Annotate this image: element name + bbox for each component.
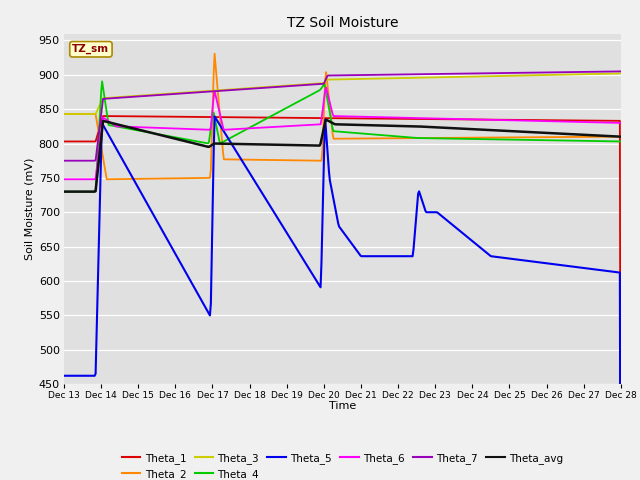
Line: Theta_5: Theta_5 bbox=[64, 117, 621, 480]
Theta_7 bbox=[60, 158, 68, 164]
Theta_7 bbox=[479, 71, 487, 76]
Theta_5 bbox=[159, 228, 166, 234]
Text: TZ_sm: TZ_sm bbox=[72, 44, 109, 54]
Theta_5 bbox=[204, 308, 211, 313]
Theta_2 bbox=[617, 134, 625, 140]
Theta_4 bbox=[480, 136, 488, 142]
Theta_1 bbox=[60, 139, 68, 144]
Theta_2 bbox=[60, 111, 68, 117]
Theta_6 bbox=[204, 127, 211, 132]
Theta_7 bbox=[617, 69, 625, 74]
Theta_4 bbox=[433, 135, 440, 141]
Theta_avg bbox=[480, 127, 488, 132]
Theta_3 bbox=[60, 111, 68, 117]
Theta_5 bbox=[433, 209, 440, 215]
Theta_2 bbox=[390, 135, 398, 141]
Theta_1 bbox=[204, 114, 212, 120]
Theta_3 bbox=[159, 91, 166, 97]
Theta_4 bbox=[159, 132, 167, 138]
Theta_4 bbox=[60, 189, 68, 194]
Line: Theta_2: Theta_2 bbox=[64, 54, 621, 179]
Line: Theta_1: Theta_1 bbox=[64, 116, 621, 480]
Theta_1 bbox=[313, 115, 321, 121]
Theta_5 bbox=[480, 248, 488, 253]
Theta_1 bbox=[159, 114, 167, 120]
Title: TZ Soil Moisture: TZ Soil Moisture bbox=[287, 16, 398, 30]
X-axis label: Time: Time bbox=[329, 401, 356, 411]
Theta_4 bbox=[313, 89, 321, 95]
Theta_5 bbox=[60, 373, 68, 379]
Legend: Theta_1, Theta_2, Theta_3, Theta_4, Theta_5, Theta_6, Theta_7, Theta_avg: Theta_1, Theta_2, Theta_3, Theta_4, Thet… bbox=[118, 449, 567, 480]
Theta_1 bbox=[99, 113, 107, 119]
Theta_6 bbox=[159, 125, 166, 131]
Theta_6 bbox=[312, 122, 320, 128]
Y-axis label: Soil Moisture (mV): Soil Moisture (mV) bbox=[24, 157, 35, 260]
Theta_2 bbox=[159, 176, 167, 181]
Line: Theta_4: Theta_4 bbox=[64, 81, 621, 192]
Theta_2 bbox=[103, 176, 111, 182]
Theta_3 bbox=[432, 74, 440, 80]
Theta_2 bbox=[481, 135, 489, 141]
Theta_avg bbox=[617, 134, 625, 140]
Theta_1 bbox=[389, 116, 397, 121]
Line: Theta_6: Theta_6 bbox=[64, 87, 621, 179]
Theta_3 bbox=[204, 88, 211, 94]
Theta_6 bbox=[389, 115, 397, 120]
Theta_6 bbox=[433, 116, 440, 121]
Theta_avg bbox=[204, 144, 211, 149]
Line: Theta_avg: Theta_avg bbox=[64, 120, 621, 192]
Theta_1 bbox=[433, 116, 440, 122]
Theta_avg bbox=[323, 117, 330, 122]
Theta_5 bbox=[389, 253, 397, 259]
Theta_3 bbox=[617, 71, 625, 76]
Theta_6 bbox=[60, 176, 68, 182]
Theta_5 bbox=[211, 114, 218, 120]
Theta_2 bbox=[314, 158, 322, 164]
Line: Theta_3: Theta_3 bbox=[64, 73, 621, 114]
Theta_4 bbox=[389, 133, 397, 139]
Theta_4 bbox=[617, 139, 625, 144]
Theta_3 bbox=[312, 81, 320, 86]
Theta_3 bbox=[388, 75, 396, 81]
Theta_avg bbox=[159, 132, 166, 138]
Theta_2 bbox=[434, 135, 442, 141]
Theta_1 bbox=[480, 117, 488, 122]
Theta_avg bbox=[389, 123, 397, 129]
Theta_avg bbox=[312, 143, 320, 148]
Theta_2 bbox=[211, 51, 218, 57]
Theta_7 bbox=[432, 71, 440, 77]
Theta_avg bbox=[60, 189, 68, 194]
Theta_avg bbox=[433, 124, 440, 130]
Theta_4 bbox=[99, 78, 106, 84]
Theta_7 bbox=[312, 82, 320, 87]
Theta_7 bbox=[204, 89, 211, 95]
Line: Theta_7: Theta_7 bbox=[64, 72, 621, 161]
Theta_6 bbox=[323, 84, 330, 90]
Theta_2 bbox=[204, 175, 212, 181]
Theta_6 bbox=[617, 120, 625, 126]
Theta_7 bbox=[388, 72, 396, 77]
Theta_3 bbox=[479, 73, 487, 79]
Theta_4 bbox=[204, 141, 212, 146]
Theta_7 bbox=[159, 92, 166, 97]
Theta_6 bbox=[480, 117, 488, 122]
Theta_5 bbox=[313, 278, 321, 284]
